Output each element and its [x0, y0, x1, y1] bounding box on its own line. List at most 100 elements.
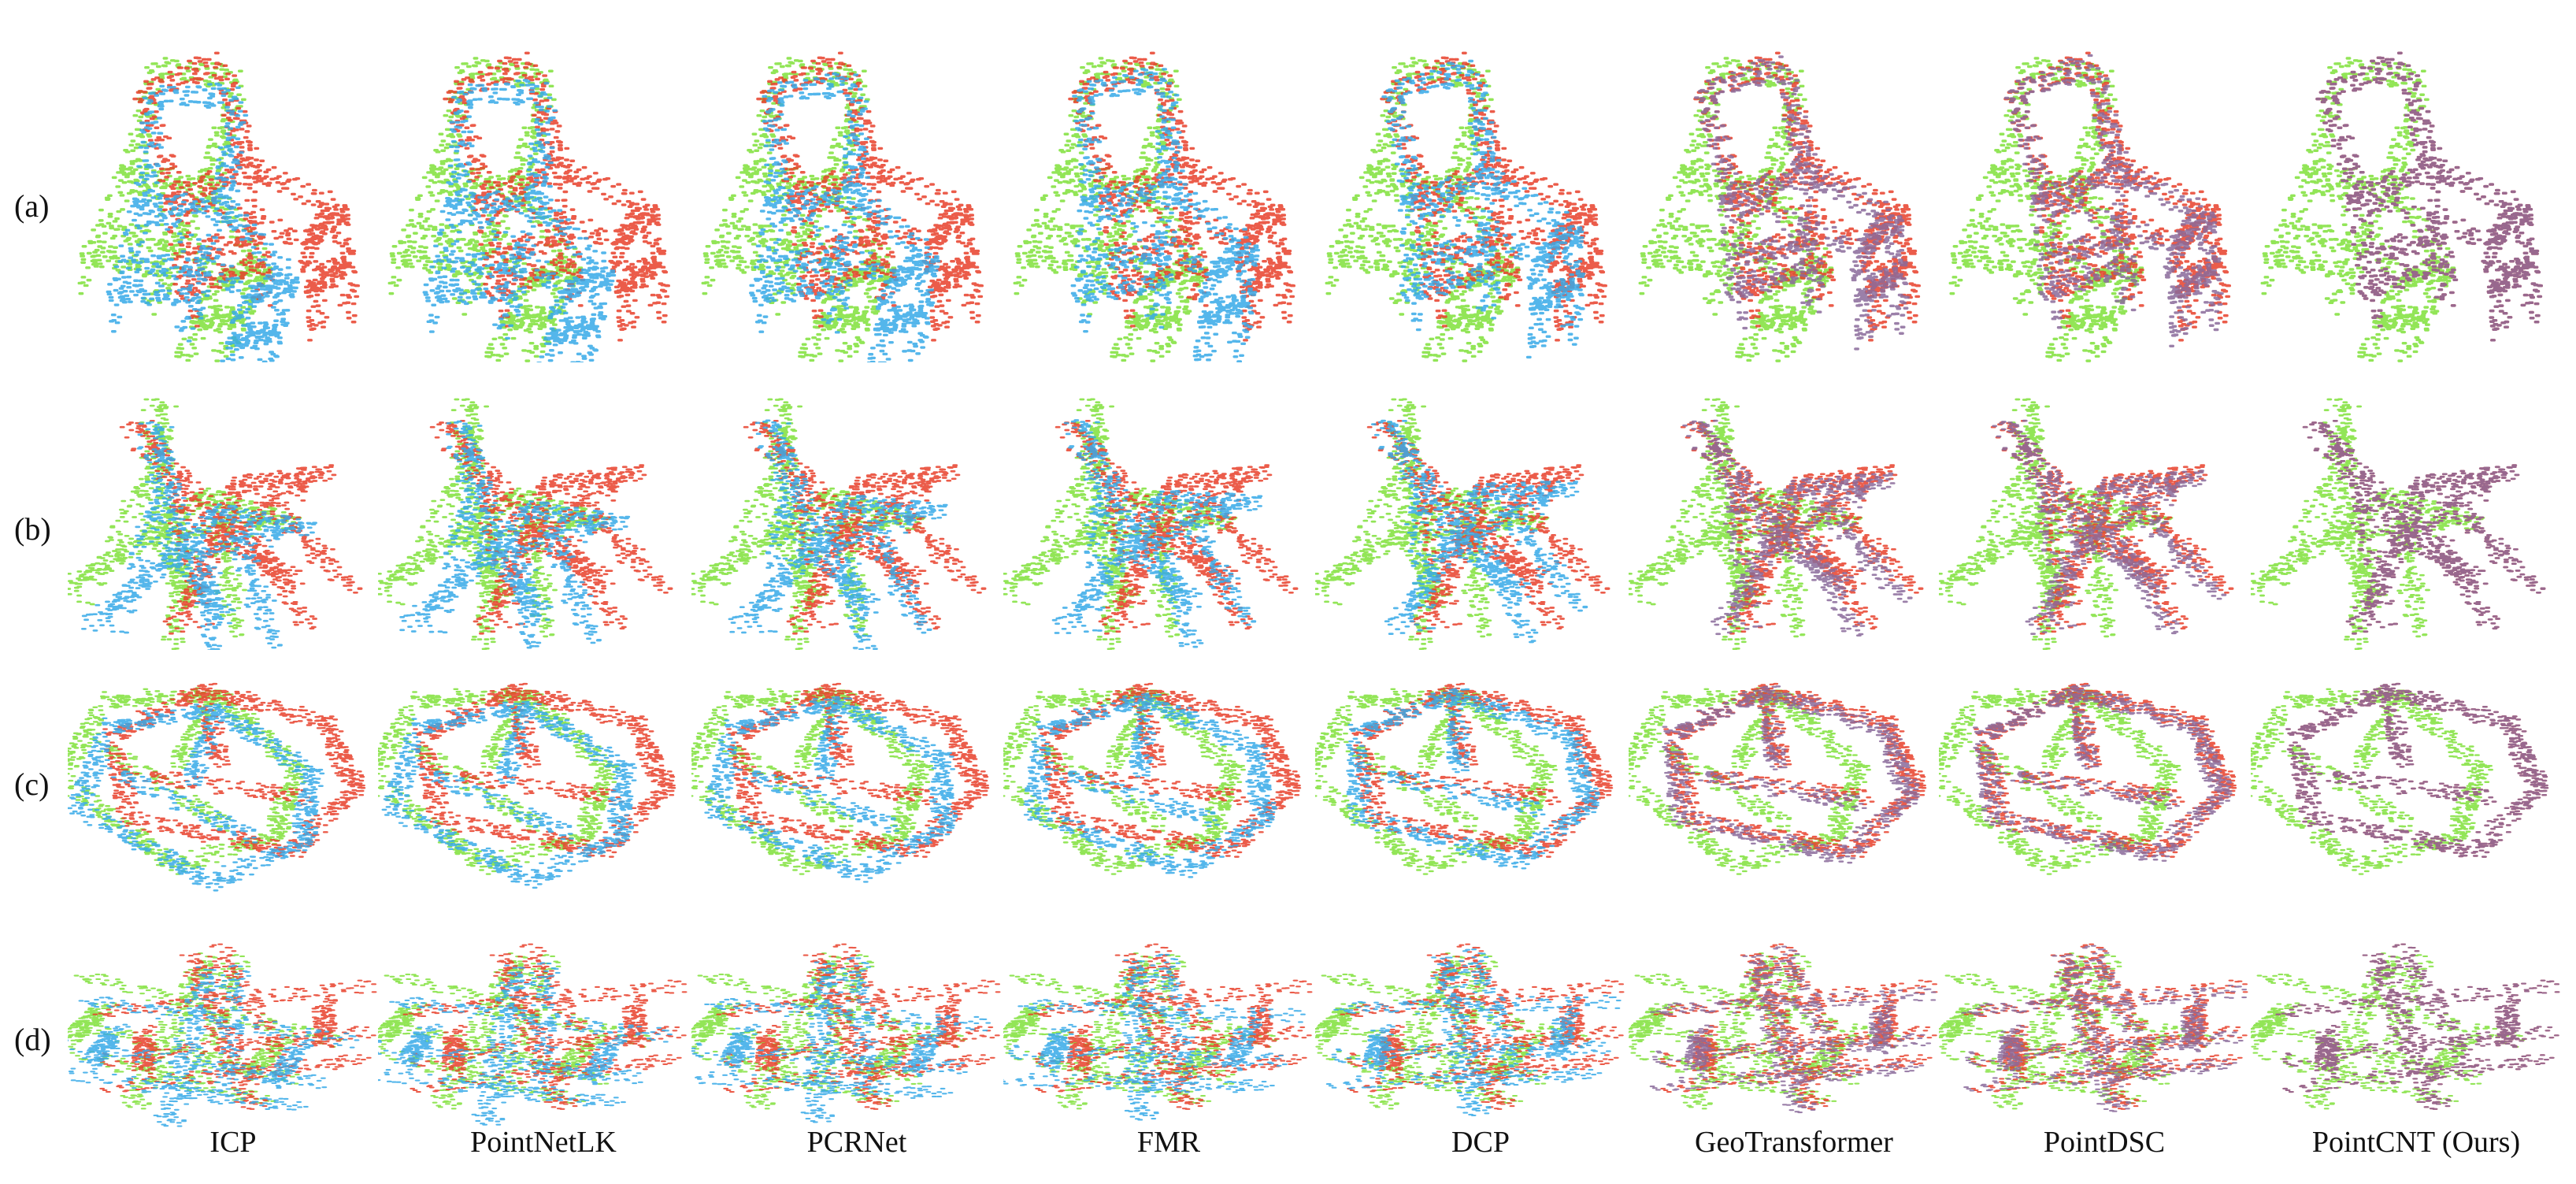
point-cloud-plot: [1315, 682, 1614, 875]
result-cell-d-7: [1939, 930, 2270, 1134]
point-cloud-plot: [1325, 51, 1608, 362]
point-cloud-plot: [387, 51, 671, 362]
method-label-pcrnet: PCRNet: [806, 1126, 907, 1159]
transformed-cloud: [381, 700, 638, 889]
result-cell-a-7: [1939, 32, 2270, 362]
method-label-icp: ICP: [209, 1126, 257, 1159]
row-label-c: (c): [14, 766, 50, 802]
result-cell-b-8: [2251, 390, 2576, 650]
result-cell-d-4: [1003, 930, 1334, 1134]
method-label-pointcnt: PointCNT (Ours): [2311, 1126, 2521, 1159]
row-label-d: (d): [14, 1022, 51, 1057]
point-cloud-plot: [691, 682, 990, 883]
transformed-cloud: [1023, 692, 1277, 878]
transformed-cloud: [1070, 68, 1261, 362]
point-cloud-plot: [1315, 398, 1610, 650]
source-cloud: [2260, 57, 2456, 362]
result-cell-d-3: [691, 930, 1022, 1134]
point-cloud-plot: [691, 943, 1001, 1123]
row-label-b: (b): [14, 511, 51, 547]
transformed-cloud: [2302, 419, 2546, 635]
result-cell-b-4: [1003, 390, 1334, 650]
target-cloud: [1038, 682, 1302, 858]
transformed-cloud: [2315, 51, 2544, 342]
point-cloud-plot: [1939, 943, 2248, 1112]
transformed-cloud: [1381, 59, 1586, 359]
point-cloud-plot: [701, 51, 984, 362]
result-cell-a-6: [1629, 32, 1959, 362]
point-cloud-plot: [1315, 943, 1625, 1116]
target-cloud: [102, 682, 366, 858]
method-label-geotransformer: GeoTransformer: [1695, 1126, 1893, 1159]
transformed-cloud: [1992, 419, 2227, 635]
transformed-cloud: [1370, 419, 1588, 644]
transformed-cloud: [1051, 419, 1263, 648]
source-cloud: [691, 398, 926, 650]
result-cell-c-2: [378, 658, 709, 894]
transformed-cloud: [399, 420, 631, 649]
point-cloud-plot: [1939, 682, 2237, 875]
source-cloud: [1939, 398, 2174, 650]
source-cloud: [68, 687, 310, 875]
result-cell-a-4: [1003, 32, 1334, 362]
point-cloud-plot: [68, 682, 366, 892]
transformed-cloud: [1345, 688, 1601, 870]
point-cloud-plot: [691, 398, 987, 650]
result-cell-d-2: [378, 930, 709, 1134]
method-label-pointdsc: PointDSC: [2043, 1126, 2166, 1159]
result-cell-c-6: [1629, 658, 1959, 894]
point-cloud-plot: [1638, 51, 1922, 362]
transformed-cloud: [378, 962, 673, 1126]
transformed-cloud: [2285, 682, 2549, 858]
source-cloud: [1629, 398, 1863, 650]
source-cloud: [1315, 687, 1558, 875]
result-cell-b-7: [1939, 390, 2270, 650]
method-label-pointnetlk: PointNetLK: [470, 1126, 617, 1159]
transformed-cloud: [1961, 945, 2248, 1112]
method-label-fmr: FMR: [1136, 1126, 1201, 1159]
point-cloud-plot: [2251, 398, 2546, 650]
source-cloud: [1013, 57, 1209, 362]
point-cloud-plot: [1629, 398, 1924, 650]
point-cloud-plot: [1003, 398, 1299, 650]
source-cloud: [68, 398, 302, 650]
point-cloud-plot: [1629, 682, 1927, 875]
transformed-cloud: [691, 957, 991, 1123]
point-cloud-plot: [77, 51, 361, 362]
point-cloud-plot: [68, 398, 363, 650]
source-cloud: [1948, 57, 2144, 362]
transformed-cloud: [1972, 685, 2233, 862]
source-cloud: [2251, 398, 2485, 650]
transformed-cloud: [80, 421, 317, 650]
point-cloud-plot: [1013, 51, 1296, 362]
transformed-cloud: [1649, 945, 1937, 1114]
result-cell-c-1: [68, 658, 398, 894]
transformed-cloud: [68, 703, 325, 892]
result-cell-b-3: [691, 390, 1022, 650]
method-label-dcp: DCP: [1451, 1126, 1510, 1159]
source-cloud: [1638, 57, 1834, 362]
source-cloud: [691, 687, 934, 875]
point-cloud-plot: [2260, 51, 2544, 362]
result-cell-b-5: [1315, 390, 1646, 650]
result-cell-a-3: [691, 32, 1022, 362]
point-cloud-plot: [2251, 943, 2560, 1110]
transformed-cloud: [1325, 948, 1622, 1116]
transformed-cloud: [2003, 54, 2224, 348]
result-cell-c-3: [691, 658, 1022, 894]
transformed-cloud: [2275, 943, 2560, 1110]
result-cell-a-1: [68, 32, 398, 362]
result-cell-b-6: [1629, 390, 1959, 650]
source-cloud: [2251, 687, 2493, 875]
result-cell-d-6: [1629, 930, 1959, 1134]
point-cloud-plot: [378, 398, 673, 650]
point-cloud-plot: [1939, 398, 2234, 650]
result-cell-a-5: [1315, 32, 1646, 362]
transformed-cloud: [106, 82, 300, 362]
result-cell-d-8: [2251, 930, 2576, 1134]
row-label-a: (a): [14, 188, 50, 224]
transformed-cloud: [1682, 419, 1913, 637]
result-cell-a-8: [2251, 32, 2576, 362]
transformed-cloud: [422, 79, 617, 362]
